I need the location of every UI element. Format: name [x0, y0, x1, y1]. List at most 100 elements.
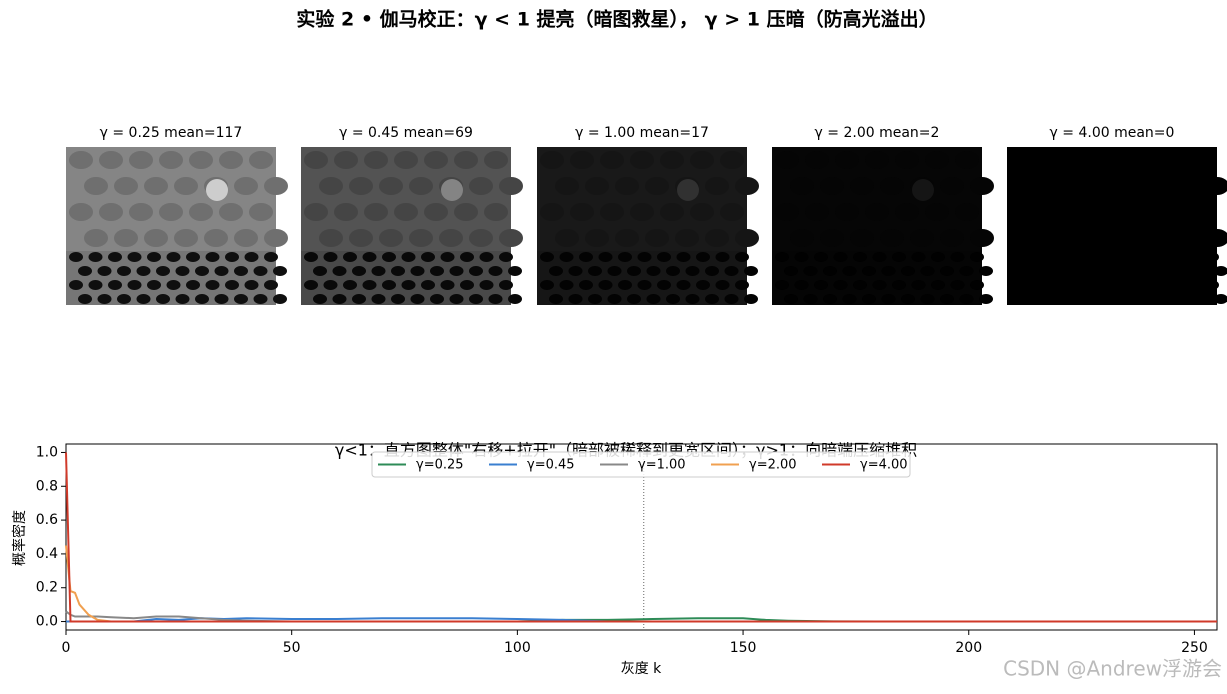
image-dot — [488, 266, 503, 276]
y-tick-label: 0.8 — [36, 478, 58, 494]
image-dot — [568, 294, 583, 304]
image-dot — [803, 294, 818, 304]
image-dot — [371, 266, 386, 276]
image-texture — [1070, 151, 1094, 169]
image-texture — [144, 229, 168, 247]
image-texture — [630, 203, 654, 221]
image-dot — [1058, 266, 1072, 276]
image-dot — [421, 280, 435, 290]
image-panel — [772, 147, 994, 305]
image-dot — [382, 252, 396, 262]
image-dot — [382, 280, 396, 290]
image-texture — [865, 203, 889, 221]
image-dot — [970, 280, 984, 290]
image-dot — [264, 280, 278, 290]
image-dot — [97, 266, 112, 276]
image-dot — [352, 266, 366, 276]
image-texture — [379, 229, 403, 247]
image-dot — [421, 252, 435, 262]
image-dot — [744, 266, 758, 276]
image-texture — [394, 151, 418, 169]
image-dot — [214, 266, 229, 276]
image-dot — [186, 280, 200, 290]
image-dot — [1010, 252, 1024, 262]
image-dot — [814, 280, 828, 290]
image-texture — [925, 203, 949, 221]
y-tick-label: 0.2 — [36, 580, 58, 596]
image-dot — [499, 252, 513, 262]
legend-label: γ=2.00 — [749, 458, 797, 473]
image-texture — [895, 151, 919, 169]
image-dot — [588, 294, 602, 304]
image-spot — [1147, 179, 1169, 201]
image-dot — [147, 280, 161, 290]
image-panel — [537, 147, 759, 305]
image-dot — [205, 252, 220, 262]
image-texture — [114, 177, 138, 195]
image-dot — [676, 252, 691, 262]
image-dot — [588, 266, 602, 276]
image-texture — [1100, 203, 1124, 221]
image-panel — [66, 147, 288, 305]
image-dot — [304, 252, 318, 262]
image-dot — [430, 294, 444, 304]
image-dot — [332, 294, 347, 304]
image-texture — [204, 229, 228, 247]
image-texture — [835, 203, 859, 221]
image-texture — [249, 151, 273, 169]
image-dot — [225, 252, 239, 262]
image-dot — [901, 266, 915, 276]
image-dot — [401, 280, 416, 290]
image-dot — [244, 252, 259, 262]
image-texture — [1130, 203, 1154, 221]
image-dot — [1175, 294, 1189, 304]
image-dot — [724, 266, 739, 276]
image-dot — [881, 294, 896, 304]
image-texture — [1040, 151, 1064, 169]
image-dot — [901, 294, 915, 304]
image-dot — [1088, 252, 1102, 262]
image-texture — [144, 177, 168, 195]
image-texture — [264, 229, 288, 247]
image-dot — [842, 294, 857, 304]
image-texture — [970, 177, 994, 195]
image-texture — [735, 177, 759, 195]
image-spot — [206, 179, 228, 201]
image-dot — [1166, 280, 1180, 290]
image-texture — [159, 203, 183, 221]
image-texture — [174, 229, 198, 247]
image-texture — [409, 229, 433, 247]
image-dot — [959, 266, 974, 276]
image-dot — [234, 294, 248, 304]
image-dot — [814, 252, 828, 262]
image-texture — [615, 177, 639, 195]
image-dot — [1127, 280, 1141, 290]
image-texture — [189, 151, 213, 169]
panel-title: γ = 0.25 mean=117 — [100, 125, 243, 141]
image-dot — [1068, 252, 1083, 262]
panel-title: γ = 4.00 mean=0 — [1050, 125, 1175, 141]
image-dot — [1214, 266, 1227, 276]
legend-label: γ=4.00 — [860, 458, 908, 473]
image-dot — [607, 266, 622, 276]
image-texture — [334, 203, 358, 221]
image-texture — [880, 177, 904, 195]
image-dot — [166, 280, 181, 290]
image-texture — [895, 203, 919, 221]
image-spot — [677, 179, 699, 201]
image-texture — [1205, 177, 1227, 195]
image-dot — [69, 252, 83, 262]
image-dot — [166, 252, 181, 262]
image-dot — [627, 266, 641, 276]
image-dot — [205, 280, 220, 290]
image-texture — [720, 203, 744, 221]
image-dot — [449, 266, 464, 276]
image-dot — [1068, 280, 1083, 290]
image-dot — [175, 294, 190, 304]
image-texture — [775, 203, 799, 221]
image-dot — [911, 280, 926, 290]
image-dot — [920, 294, 935, 304]
image-dot — [371, 294, 386, 304]
image-texture — [1175, 229, 1199, 247]
